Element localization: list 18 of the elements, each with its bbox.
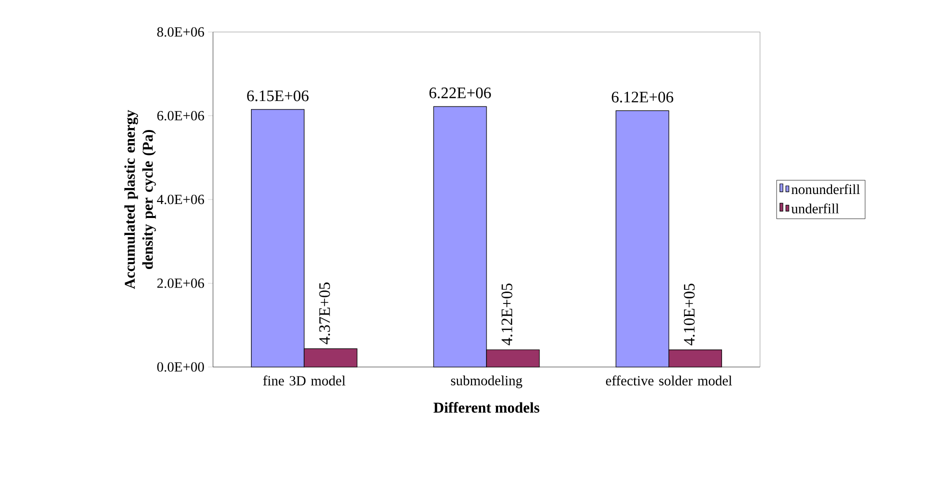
y-axis-title: Accumulated plastic energy density per cycle (Pa) [124, 110, 156, 290]
data-label: 6.15E+06 [247, 90, 309, 102]
data-label: 6.12E+06 [612, 92, 674, 103]
x-tick-label: fine 3D model [263, 376, 346, 386]
x-axis-title: Different models [434, 402, 540, 413]
y-tick-label: 0.0E+00 [157, 362, 204, 372]
legend-label: nonunderfill [791, 184, 860, 194]
data-label: 4.37E+05 [319, 282, 330, 344]
y-tick-label: 6.0E+06 [157, 111, 204, 120]
x-tick-label: submodeling [451, 376, 522, 388]
y-tick-label: 8.0E+06 [157, 27, 204, 37]
data-label: 6.22E+06 [429, 88, 491, 98]
legend-label: underfill [791, 203, 839, 214]
data-label: 4.10E+05 [684, 284, 695, 346]
x-tick-label: effective solder model [606, 376, 732, 386]
data-label: 4.12E+05 [502, 284, 512, 346]
y-tick-label: 4.0E+06 [156, 194, 204, 204]
y-tick-label: 2.0E+06 [157, 278, 204, 288]
